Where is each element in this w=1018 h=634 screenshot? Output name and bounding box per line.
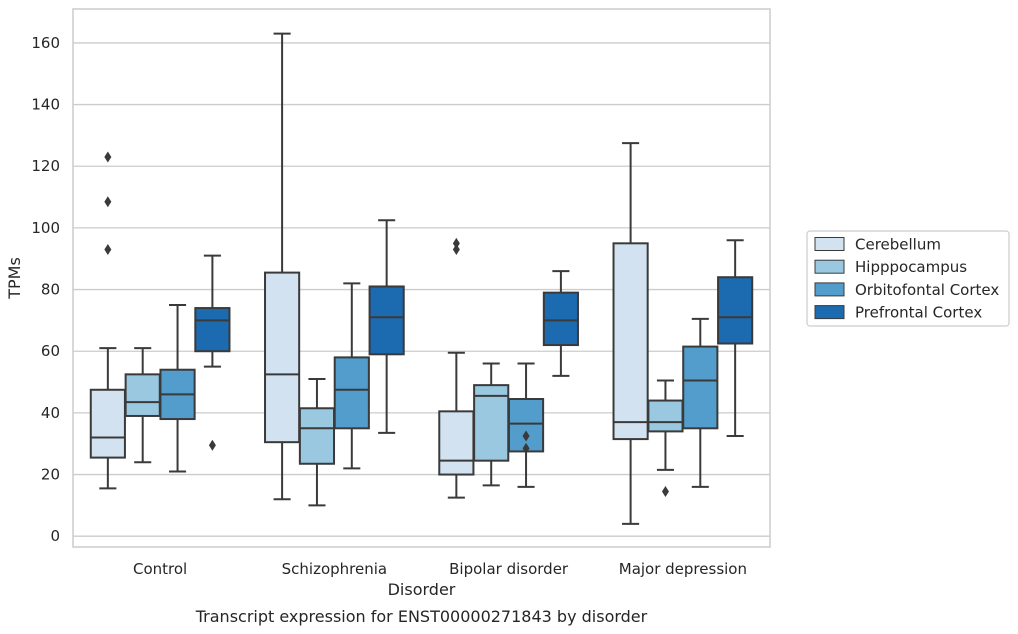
box-iqr — [647, 399, 684, 433]
outlier-point — [452, 237, 460, 249]
legend-frame — [806, 230, 1010, 327]
outlier-point — [208, 439, 216, 451]
box-iqr — [473, 384, 510, 462]
box-iqr — [717, 276, 754, 345]
y-axis-label: TPMs — [5, 257, 24, 300]
box-iqr — [368, 285, 405, 356]
outlier-point — [104, 196, 112, 208]
legend-label: Orbitofontal Cortex — [855, 281, 999, 299]
outlier-point — [522, 430, 530, 442]
legend-swatch — [814, 259, 845, 274]
outlier-point — [452, 243, 460, 255]
y-tick-label: 60 — [41, 342, 60, 360]
box-iqr — [612, 242, 649, 441]
x-axis-label: Disorder — [388, 580, 456, 599]
y-tick-label: 140 — [31, 96, 60, 114]
box-iqr — [507, 398, 545, 453]
plot-frame — [72, 8, 771, 548]
legend-swatch — [814, 305, 845, 320]
box-plot-series — [89, 32, 754, 525]
x-tick-label: Bipolar disorder — [449, 560, 569, 578]
outlier-point — [104, 151, 112, 163]
x-axis-ticks: Control Schizophrenia Bipolar disorder Majo… — [133, 560, 747, 578]
outlier-point — [522, 442, 530, 454]
legend-swatch — [814, 237, 845, 251]
x-tick-label: Major depression — [619, 560, 747, 578]
y-tick-label: 0 — [50, 527, 60, 545]
legend-label: Prefrontal Cortex — [855, 304, 982, 322]
legend-label: Hipppocampus — [855, 258, 967, 276]
y-tick-label: 40 — [41, 404, 60, 422]
box-iqr — [333, 356, 370, 430]
y-tick-label: 160 — [31, 34, 60, 52]
box-iqr — [542, 291, 579, 347]
outlier-point — [104, 243, 112, 255]
legend-label: Cerebellum — [855, 236, 941, 254]
box-iqr — [264, 271, 301, 444]
box-iqr — [124, 373, 161, 417]
box-iqr — [438, 410, 475, 476]
x-tick-label: Control — [133, 560, 187, 578]
outlier-point — [661, 486, 669, 498]
box-iqr — [194, 307, 231, 353]
legend-swatch — [814, 282, 845, 297]
y-tick-label: 100 — [31, 219, 60, 237]
y-axis-ticks: 0 20 40 60 80 100 120 140 160 — [31, 34, 60, 545]
y-tick-label: 120 — [31, 157, 60, 175]
y-tick-label: 80 — [41, 281, 60, 299]
box-iqr — [89, 388, 126, 459]
chart-caption: Transcript expression for ENST0000027184… — [195, 607, 648, 626]
legend: Cerebellum Hipppocampus Orbitofontal Corte… — [806, 230, 1010, 327]
box-iqr — [682, 345, 719, 430]
x-tick-label: Schizophrenia — [282, 560, 387, 578]
y-tick-label: 20 — [41, 466, 60, 484]
box-iqr — [298, 407, 336, 465]
